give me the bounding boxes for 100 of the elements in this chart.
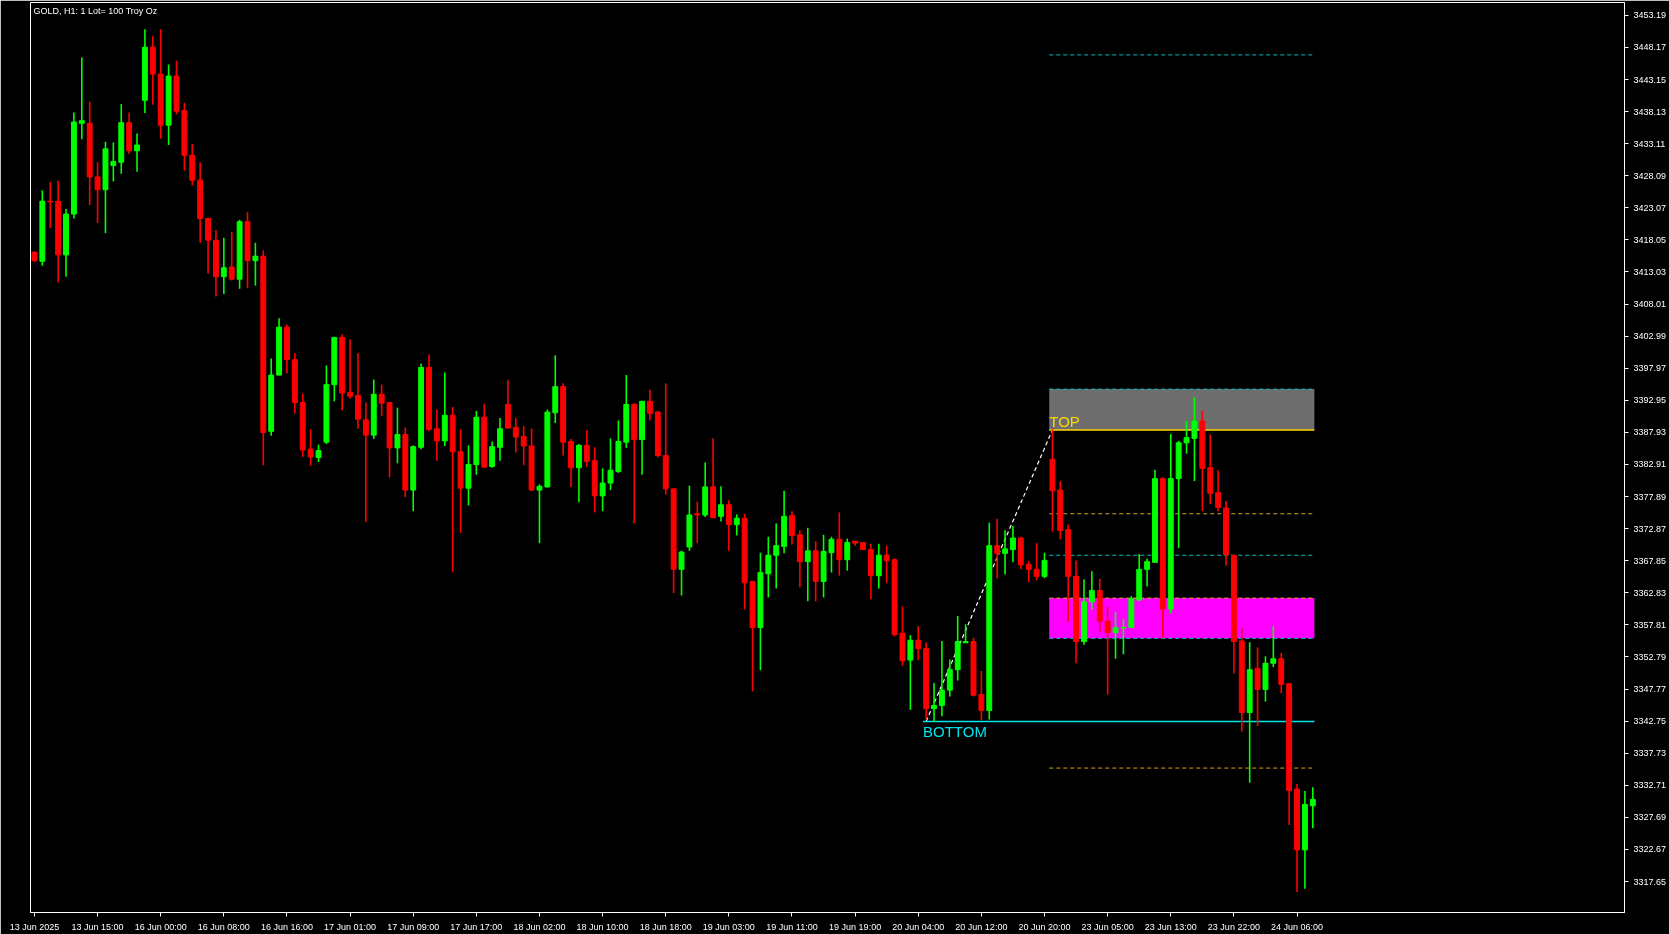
candlestick — [1009, 525, 1016, 564]
x-tick-label: 23 Jun 05:00 — [1081, 921, 1134, 932]
candlestick — [1041, 551, 1048, 580]
y-tick-label: 3413.03 — [1633, 266, 1667, 277]
candlestick — [347, 338, 354, 400]
candlestick — [804, 526, 811, 603]
candlestick — [789, 510, 795, 546]
candlestick — [575, 443, 582, 504]
candlestick — [1183, 420, 1190, 455]
candlestick — [844, 537, 851, 572]
candlestick — [512, 417, 519, 454]
y-tick-label: 3327.69 — [1633, 812, 1667, 823]
candlestick — [205, 217, 211, 275]
candlestick — [1215, 469, 1222, 512]
x-tick-label: 19 Jun 19:00 — [829, 921, 882, 932]
candlestick — [228, 231, 235, 282]
candlestick — [489, 440, 496, 469]
candlestick — [1002, 529, 1008, 576]
candlestick — [1104, 606, 1111, 696]
candlestick — [47, 181, 54, 229]
candlestick — [504, 379, 511, 429]
candlestick — [599, 467, 606, 512]
y-tick-label: 3337.73 — [1633, 748, 1667, 759]
x-tick-label: 19 Jun 11:00 — [766, 921, 818, 932]
candlestick — [773, 522, 780, 590]
candlestick — [1088, 570, 1095, 611]
y-tick-label: 3392.95 — [1633, 395, 1667, 406]
candlestick — [733, 513, 740, 537]
candlestick — [362, 401, 369, 523]
x-tick-label: 19 Jun 03:00 — [702, 921, 755, 932]
candlestick — [520, 425, 527, 466]
y-tick-label: 3367.85 — [1633, 555, 1667, 566]
y-tick-label: 3402.99 — [1633, 331, 1667, 342]
ref-line-label: TOP — [1049, 413, 1080, 431]
x-tick-label: 23 Jun 22:00 — [1207, 921, 1260, 932]
x-tick-label: 18 Jun 02:00 — [513, 921, 566, 932]
x-tick-label: 17 Jun 17:00 — [450, 921, 503, 932]
y-tick-label: 3342.75 — [1633, 716, 1667, 727]
candlestick — [907, 634, 914, 711]
x-tick-label: 16 Jun 00:00 — [134, 921, 187, 932]
candlestick — [220, 236, 227, 295]
y-tick-label: 3347.77 — [1633, 684, 1667, 695]
y-tick-label: 3352.79 — [1633, 651, 1667, 662]
x-tick-label: 16 Jun 08:00 — [197, 921, 250, 932]
candlestick — [725, 499, 732, 552]
x-tick-label: 20 Jun 12:00 — [955, 921, 1008, 932]
y-tick-label: 3372.87 — [1633, 523, 1667, 534]
candlestick — [994, 518, 1001, 580]
y-tick-label: 3397.97 — [1633, 363, 1667, 374]
y-tick-label: 3332.71 — [1633, 780, 1667, 791]
candlestick — [307, 428, 314, 467]
candlestick — [946, 658, 953, 698]
candlestick — [497, 417, 503, 462]
ref-line-label: BOTTOM — [922, 723, 987, 741]
x-tick-label: 13 Jun 15:00 — [71, 921, 124, 932]
candlestick — [678, 550, 685, 597]
candlestick — [433, 408, 440, 462]
x-tick-label: 16 Jun 16:00 — [260, 921, 313, 932]
candlestick — [134, 132, 140, 173]
y-tick-label: 3317.65 — [1633, 876, 1667, 887]
y-tick-label: 3377.89 — [1633, 491, 1667, 502]
candlestick — [94, 161, 101, 224]
y-tick-label: 3357.81 — [1633, 619, 1667, 630]
candlestick — [931, 682, 937, 723]
x-tick-label: 23 Jun 13:00 — [1144, 921, 1197, 932]
y-tick-label: 3387.93 — [1633, 427, 1667, 438]
candlestick — [875, 542, 882, 590]
candlestick — [1191, 396, 1198, 482]
x-tick-label: 17 Jun 09:00 — [387, 921, 440, 932]
candlestick — [694, 500, 701, 544]
x-tick-label: 18 Jun 10:00 — [576, 921, 629, 932]
chart-title: GOLD, H1: 1 Lot= 100 Troy Oz — [33, 5, 158, 16]
y-tick-label: 3428.09 — [1633, 170, 1667, 181]
candlestick — [78, 56, 85, 141]
x-tick-label: 18 Jun 18:00 — [639, 921, 692, 932]
candlestick — [1033, 542, 1040, 581]
y-tick-label: 3423.07 — [1633, 202, 1667, 213]
candlestick — [252, 241, 259, 287]
y-tick-label: 3433.11 — [1633, 138, 1666, 149]
x-tick-label: 20 Jun 20:00 — [1018, 921, 1071, 932]
candlestick — [1144, 557, 1151, 588]
candlestick — [647, 388, 653, 422]
y-tick-label: 3362.83 — [1633, 587, 1667, 598]
y-tick-label: 3382.91 — [1633, 459, 1667, 470]
y-tick-label: 3448.17 — [1633, 42, 1667, 53]
candlestick — [836, 511, 843, 577]
x-tick-label: 13 Jun 2025 — [9, 921, 60, 932]
candlestick — [355, 352, 361, 430]
y-tick-label: 3443.15 — [1633, 74, 1667, 85]
candlestick — [583, 429, 590, 468]
x-tick-label: 24 Jun 06:00 — [1271, 921, 1324, 932]
x-tick-label: 20 Jun 04:00 — [892, 921, 945, 932]
candlestick — [394, 406, 401, 465]
candlestick — [938, 640, 945, 718]
y-tick-label: 3322.67 — [1633, 844, 1667, 855]
candlestick — [1309, 786, 1316, 829]
candlestick — [1025, 560, 1032, 583]
y-tick-label: 3408.01 — [1633, 299, 1667, 310]
y-tick-label: 3438.13 — [1633, 106, 1667, 117]
candlestick — [718, 485, 724, 523]
